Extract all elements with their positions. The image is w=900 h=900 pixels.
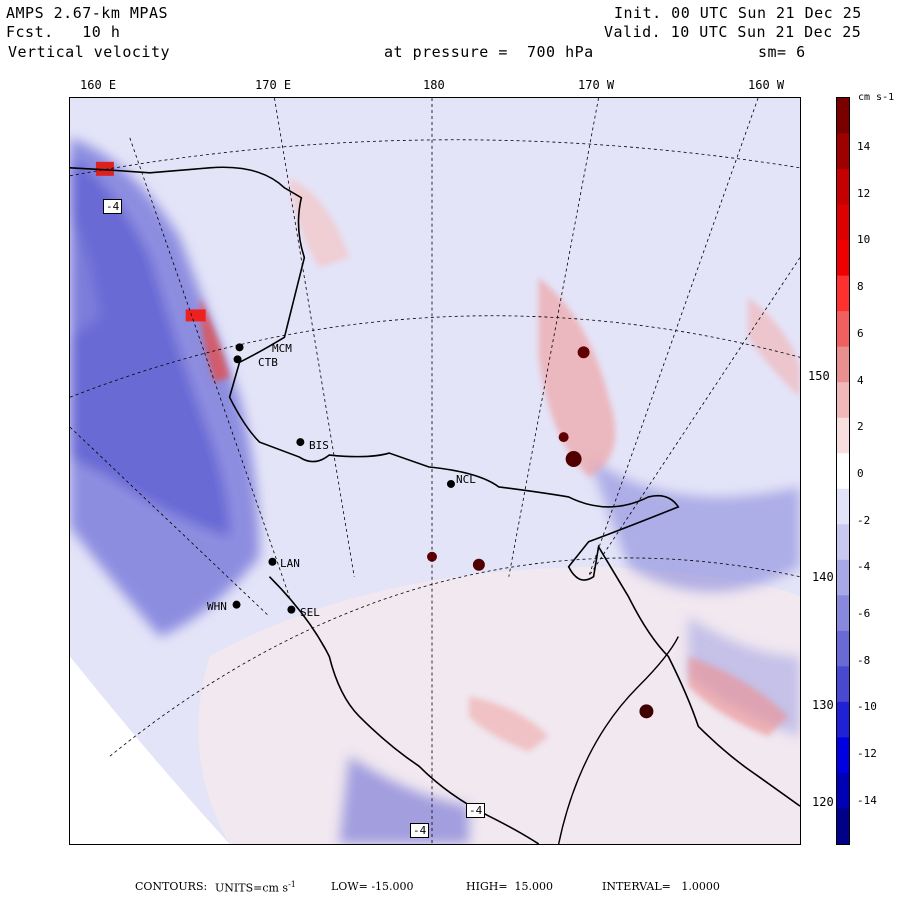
updraft-core xyxy=(472,558,485,571)
colorbar-tick-label: -12 xyxy=(857,747,877,761)
colorbar-tick-label: -4 xyxy=(857,560,871,574)
colorbar-unit: cm s-1 xyxy=(858,92,895,103)
colorbar-segment xyxy=(837,808,849,844)
pressure-level: at pressure = 700 hPa xyxy=(384,43,594,61)
colorbar-segment xyxy=(837,488,849,525)
init-time: Init. 00 UTC Sun 21 Dec 25 xyxy=(614,4,862,22)
colorbar-tick-label: 10 xyxy=(857,233,871,247)
footer-contours: CONTOURS: xyxy=(135,880,208,893)
contour-label: -4 xyxy=(466,803,486,818)
colorbar-segment xyxy=(837,666,849,703)
no-data-region xyxy=(70,656,230,844)
colorbar-tick-label: 0 xyxy=(857,466,864,480)
colorbar xyxy=(836,97,850,845)
strong-updraft-cell xyxy=(95,161,114,176)
contour-label: -4 xyxy=(410,823,430,838)
colorbar-tick-label: -14 xyxy=(857,793,877,807)
colorbar-segment xyxy=(837,382,849,419)
updraft-core xyxy=(639,704,654,719)
field-name: Vertical velocity xyxy=(8,43,171,61)
colorbar-segment xyxy=(837,133,849,170)
station-label-sel: SEL xyxy=(300,606,320,619)
station-label-ctb: CTB xyxy=(258,356,278,369)
colorbar-tick-label: 4 xyxy=(857,373,864,387)
colorbar-segment xyxy=(837,98,849,135)
colorbar-segment xyxy=(837,417,849,454)
smoothing: sm= 6 xyxy=(758,43,806,61)
colorbar-segment xyxy=(837,701,849,738)
colorbar-segment xyxy=(837,559,849,596)
ice-front xyxy=(557,636,679,844)
colorbar-tick-label: 6 xyxy=(857,326,864,340)
colorbar-tick-label: 14 xyxy=(857,140,871,153)
updraft-core xyxy=(565,451,582,468)
colorbar-tick-label: -2 xyxy=(857,513,871,527)
colorbar-tick-label: 8 xyxy=(857,280,864,294)
lon-label-170w: 170 W xyxy=(578,78,615,92)
colorbar-segment xyxy=(837,595,849,632)
colorbar-segment xyxy=(837,204,849,241)
footer-low: LOW= -15.000 xyxy=(331,880,414,893)
lon-label-160e: 160 E xyxy=(80,78,117,92)
lon-label-170e: 170 E xyxy=(255,78,292,92)
updraft-core xyxy=(577,346,590,359)
colorbar-segment xyxy=(837,169,849,206)
coastline xyxy=(70,166,800,807)
colorbar-segment xyxy=(837,737,849,774)
station-dots xyxy=(232,343,455,614)
colorbar-segment xyxy=(837,524,849,561)
colorbar-segment xyxy=(837,275,849,312)
station-label-ncl: NCL xyxy=(456,473,476,486)
updraft-core xyxy=(558,432,569,443)
strong-updraft-cell xyxy=(185,309,206,322)
model-title: AMPS 2.67-km MPAS xyxy=(6,4,169,22)
colorbar-segment xyxy=(837,240,849,277)
footer-high: HIGH= 15.000 xyxy=(466,880,554,893)
station-label-bis: BIS xyxy=(309,439,329,452)
station-label-whn: WHN xyxy=(207,600,227,613)
graticule xyxy=(70,98,800,844)
footer-units: UNITS=cm s-1 xyxy=(215,880,296,895)
contour-label: -4 xyxy=(103,199,123,214)
footer-interval: INTERVAL= 1.0000 xyxy=(602,880,720,893)
forecast-hour: Fcst. 10 h xyxy=(6,23,121,41)
grounding-line xyxy=(268,576,540,844)
colorbar-segment xyxy=(837,453,849,490)
footer-units-sup: -1 xyxy=(288,880,296,889)
colorbar-tick-label: 2 xyxy=(857,420,864,434)
colorbar-segment xyxy=(837,346,849,383)
lon-label-180: 180 xyxy=(423,78,445,92)
lon-label-160w: 160 W xyxy=(748,78,785,92)
footer-units-text: UNITS=cm s xyxy=(215,881,289,895)
updraft-patches xyxy=(199,177,800,752)
station-label-lan: LAN xyxy=(280,557,300,570)
updraft-core xyxy=(427,551,437,562)
colorbar-segment xyxy=(837,311,849,348)
colorbar-tick-label: 12 xyxy=(857,186,871,200)
colorbar-tick-label: -6 xyxy=(857,607,871,620)
colorbar-segment xyxy=(837,630,849,667)
valid-time: Valid. 10 UTC Sun 21 Dec 25 xyxy=(604,23,862,41)
colorbar-segment xyxy=(837,772,849,809)
station-label-mcm: MCM xyxy=(272,342,292,355)
vertical-velocity-map xyxy=(69,97,801,845)
colorbar-tick-label: -8 xyxy=(857,653,871,667)
colorbar-tick-label: -10 xyxy=(857,700,877,714)
